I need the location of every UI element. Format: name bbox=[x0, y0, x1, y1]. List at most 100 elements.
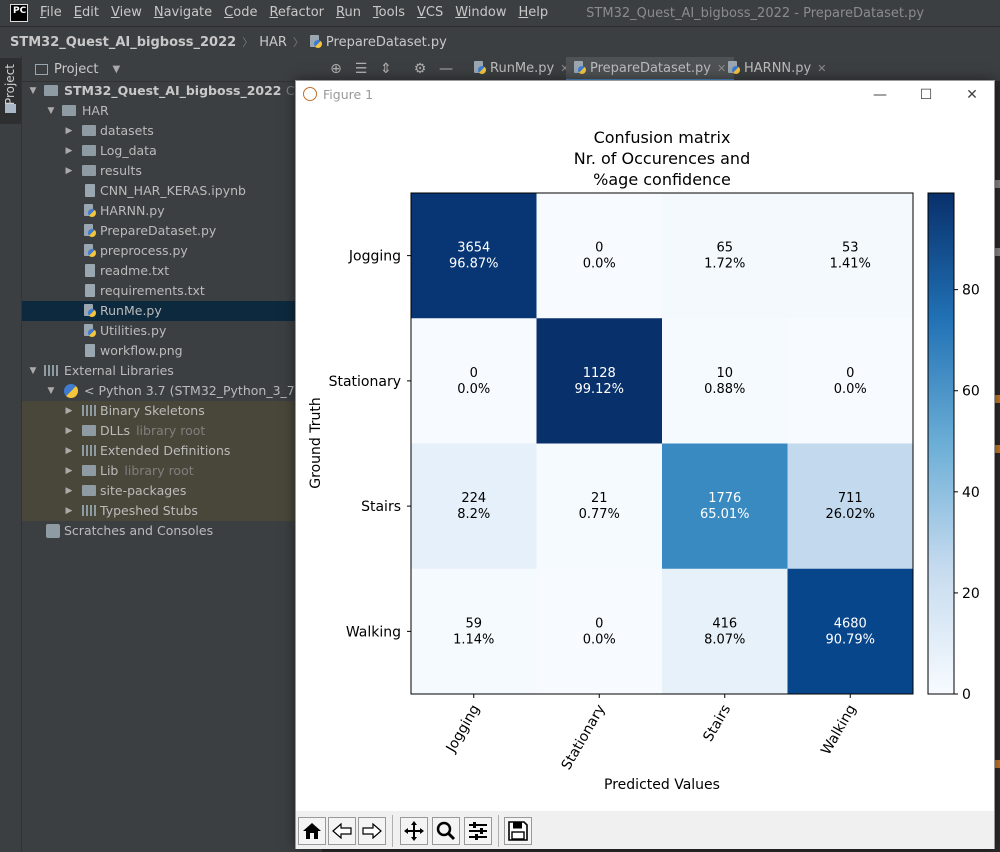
breadcrumb-folder[interactable]: HAR bbox=[259, 34, 287, 50]
tree-root[interactable]: ▼ STM32_Quest_AI_bigboss_2022 C:\User bbox=[22, 81, 332, 101]
colorbar-tick-label: 0 bbox=[962, 687, 971, 703]
zoom-button[interactable] bbox=[432, 817, 460, 845]
chevron-right-icon[interactable]: ▶ bbox=[65, 486, 73, 496]
menu-item-help[interactable]: Help bbox=[518, 5, 549, 20]
menu-item-view[interactable]: View bbox=[110, 5, 142, 20]
tab-runme-py[interactable]: RunMe.py ✕ bbox=[466, 57, 577, 81]
locate-icon[interactable]: ⊕ bbox=[330, 61, 342, 77]
heatmap-cell bbox=[662, 568, 788, 695]
menu-item-run[interactable]: Run bbox=[336, 5, 361, 20]
menu-item-window[interactable]: Window bbox=[455, 5, 507, 20]
tab-harnn-py[interactable]: HARNN.py ✕ bbox=[720, 57, 834, 81]
close-tab-icon[interactable]: ✕ bbox=[817, 62, 827, 75]
minimize-button[interactable]: — bbox=[873, 87, 887, 103]
tree-item-preprocess-py[interactable]: preprocess.py bbox=[22, 241, 322, 261]
chevron-right-icon[interactable]: ▶ bbox=[65, 406, 73, 416]
tab-preparedataset-py[interactable]: PrepareDataset.py ✕ bbox=[566, 57, 735, 81]
breadcrumb-project[interactable]: STM32_Quest_AI_bigboss_2022 bbox=[10, 34, 237, 50]
tree-item-label: CNN_HAR_KERAS.ipynb bbox=[100, 183, 246, 198]
chevron-down-icon[interactable]: ▼ bbox=[29, 366, 37, 376]
tree-item-results[interactable]: ▶ results bbox=[22, 161, 322, 181]
menu-item-file[interactable]: File bbox=[40, 5, 62, 20]
tree-item-lib[interactable]: ▶ Lib library root bbox=[22, 461, 322, 481]
close-tab-icon[interactable]: ✕ bbox=[716, 62, 727, 75]
colorbar-tick-label: 40 bbox=[962, 485, 980, 501]
tree-item-readme-txt[interactable]: readme.txt bbox=[22, 261, 322, 281]
close-button[interactable]: ✕ bbox=[966, 87, 978, 103]
back-button[interactable] bbox=[328, 817, 356, 845]
menu-item-vcs[interactable]: VCS bbox=[416, 5, 444, 20]
close-tab-icon[interactable]: ✕ bbox=[560, 62, 570, 75]
configure-subplots-button[interactable] bbox=[464, 817, 492, 845]
python-file-icon bbox=[84, 244, 96, 257]
figure-title-label: Figure 1 bbox=[323, 87, 374, 102]
tree-item-binary-skeletons[interactable]: ▶ Binary Skeletons bbox=[22, 401, 322, 421]
project-panel-title[interactable]: Project bbox=[54, 61, 99, 77]
y-tick-labels: Jogging Stationary Stairs Walking bbox=[329, 249, 411, 640]
tree-item-label: External Libraries bbox=[64, 363, 174, 378]
menu-item-refactor[interactable]: Refactor bbox=[269, 5, 324, 20]
tree-item-extended-definitions[interactable]: ▶ Extended Definitions bbox=[22, 441, 322, 461]
breadcrumb: STM32_Quest_AI_bigboss_2022 〉 HAR 〉 Prep… bbox=[0, 26, 1000, 58]
gear-icon[interactable]: ⚙ bbox=[413, 61, 427, 77]
chevron-right-icon[interactable]: ▶ bbox=[65, 146, 73, 156]
tree-external-libraries[interactable]: ▼ External Libraries bbox=[22, 361, 322, 381]
chevron-right-icon[interactable]: ▶ bbox=[65, 166, 73, 176]
chevron-right-icon[interactable]: ▶ bbox=[65, 466, 73, 476]
expand-all-icon[interactable]: ☰ bbox=[354, 61, 368, 77]
tree-folder-har[interactable]: ▼ HAR bbox=[22, 101, 322, 121]
chevron-right-icon[interactable]: ▶ bbox=[65, 506, 73, 516]
tree-python-sdk[interactable]: ▼ < Python 3.7 (STM32_Python_3_7) (2) bbox=[22, 381, 322, 401]
collapse-all-icon[interactable]: ⇕ bbox=[380, 61, 392, 77]
tree-item-runme-py[interactable]: RunMe.py bbox=[22, 301, 322, 321]
chevron-right-icon[interactable]: ▶ bbox=[65, 446, 73, 456]
tree-scratches[interactable]: Scratches and Consoles bbox=[22, 521, 322, 541]
home-button[interactable] bbox=[298, 817, 326, 845]
cell-count-label: 10 bbox=[716, 366, 733, 381]
window-title: STM32_Quest_AI_bigboss_2022 - PrepareDat… bbox=[586, 5, 925, 21]
tree-item-cnn-har-keras-ipynb[interactable]: CNN_HAR_KERAS.ipynb bbox=[22, 181, 322, 201]
menu-item-navigate[interactable]: Navigate bbox=[153, 5, 213, 20]
menu-item-code[interactable]: Code bbox=[224, 5, 258, 20]
tree-item-label: Scratches and Consoles bbox=[64, 523, 214, 538]
tree-item-typeshed-stubs[interactable]: ▶ Typeshed Stubs bbox=[22, 501, 322, 521]
chevron-right-icon[interactable]: ▶ bbox=[65, 126, 73, 136]
tree-item-harnn-py[interactable]: HARNN.py bbox=[22, 201, 322, 221]
code-fragment bbox=[995, 445, 1000, 453]
chevron-right-icon[interactable]: ▶ bbox=[65, 426, 73, 436]
chevron-down-icon[interactable]: ▼ bbox=[47, 386, 55, 396]
breadcrumb-file[interactable]: PrepareDataset.py bbox=[306, 34, 451, 50]
menu-item-edit[interactable]: Edit bbox=[73, 5, 99, 20]
chevron-down-icon[interactable]: ▼ bbox=[29, 86, 37, 96]
pan-button[interactable] bbox=[400, 817, 428, 845]
tree-item-dlls[interactable]: ▶ DLLs library root bbox=[22, 421, 322, 441]
tree-item-log-data[interactable]: ▶ Log_data bbox=[22, 141, 322, 161]
tree-item-datasets[interactable]: ▶ datasets bbox=[22, 121, 322, 141]
tree-item-label: requirements.txt bbox=[100, 283, 205, 298]
tree-item-label: readme.txt bbox=[100, 263, 170, 278]
chart-title-line-2: Nr. of Occurences and bbox=[574, 149, 750, 168]
hide-icon[interactable]: — bbox=[439, 61, 453, 77]
cell-count-label: 65 bbox=[716, 241, 733, 256]
heatmap-cell bbox=[662, 443, 788, 570]
forward-button[interactable] bbox=[358, 817, 386, 845]
cell-percent-label: 0.0% bbox=[457, 382, 490, 397]
tree-item-requirements-txt[interactable]: requirements.txt bbox=[22, 281, 322, 301]
x-tick-labels: Jogging Stationary Stairs Walking bbox=[443, 694, 860, 773]
save-button[interactable] bbox=[504, 817, 532, 845]
move-icon bbox=[404, 821, 424, 841]
cell-count-label: 21 bbox=[591, 491, 608, 506]
cell-percent-label: 1.14% bbox=[453, 632, 494, 647]
menu-item-tools[interactable]: Tools bbox=[372, 5, 405, 20]
tree-item-site-packages[interactable]: ▶ site-packages bbox=[22, 481, 322, 501]
matplotlib-icon bbox=[303, 87, 317, 101]
tree-item-preparedataset-py[interactable]: PrepareDataset.py bbox=[22, 221, 322, 241]
cell-percent-label: 26.02% bbox=[825, 507, 875, 522]
chevron-down-icon[interactable]: ▼ bbox=[47, 106, 55, 116]
chevron-down-icon[interactable]: ▼ bbox=[112, 63, 121, 75]
toolbar-separator bbox=[392, 815, 393, 847]
tree-item-workflow-png[interactable]: workflow.png bbox=[22, 341, 322, 361]
maximize-button[interactable]: ☐ bbox=[919, 87, 933, 103]
tree-item-utilities-py[interactable]: Utilities.py bbox=[22, 321, 322, 341]
tree-item-label: Binary Skeletons bbox=[100, 403, 205, 418]
